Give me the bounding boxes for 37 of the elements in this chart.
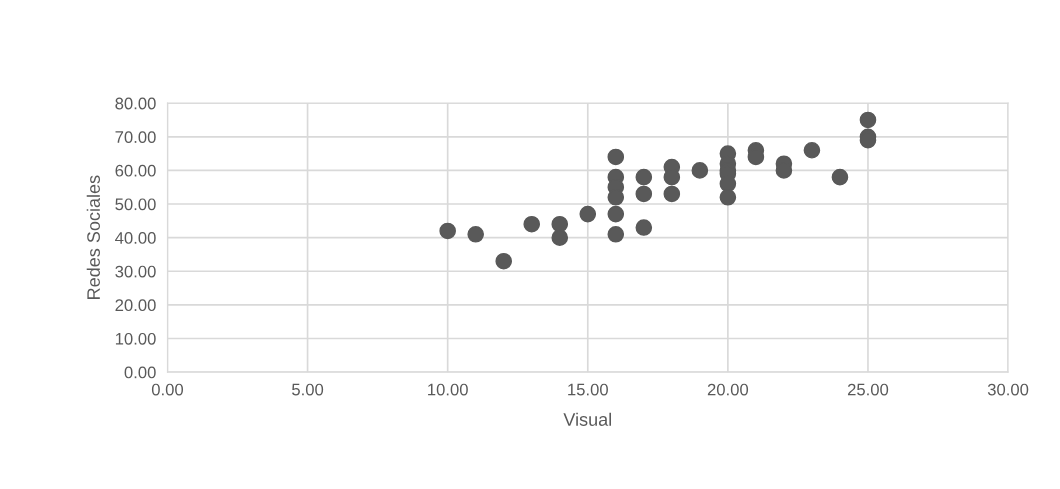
point: [495, 252, 513, 270]
point: [635, 219, 653, 236]
point: [719, 189, 737, 206]
y-tick-label: 10.00: [115, 332, 156, 345]
point: [579, 205, 597, 223]
point: [859, 111, 877, 129]
y-tick-label: 30.00: [115, 265, 156, 278]
point: [607, 148, 625, 166]
point: [635, 185, 653, 203]
x-tick-label: 0.00: [151, 383, 184, 396]
point: [607, 225, 625, 243]
point: [467, 225, 484, 243]
point: [803, 141, 821, 159]
point: [551, 215, 569, 233]
y-tick-label: 60.00: [115, 164, 156, 177]
y-tick-label: 0.00: [124, 366, 156, 379]
point: [663, 185, 681, 203]
y-axis-title: Redes Sociales: [86, 175, 100, 299]
x-tick-label: 15.00: [568, 383, 608, 396]
y-tick-label: 70.00: [115, 131, 156, 143]
point: [691, 162, 709, 179]
x-tick-label: 20.00: [707, 383, 749, 396]
y-tick-label: 40.00: [115, 232, 156, 244]
x-tick-label: 30.00: [987, 383, 1029, 396]
x-axis-title: Visual: [563, 412, 611, 426]
x-tick-label: 5.00: [292, 383, 324, 396]
x-tick-label: 10.00: [428, 383, 468, 396]
point: [635, 168, 653, 186]
point: [607, 205, 625, 223]
x-tick-label: 25.00: [847, 383, 889, 396]
y-tick-label: 80.00: [115, 97, 156, 110]
y-tick-label: 50.00: [115, 198, 156, 211]
point: [439, 222, 456, 240]
point: [523, 215, 541, 233]
point: [831, 168, 849, 186]
y-tick-label: 20.00: [115, 299, 156, 312]
point: [551, 229, 569, 246]
